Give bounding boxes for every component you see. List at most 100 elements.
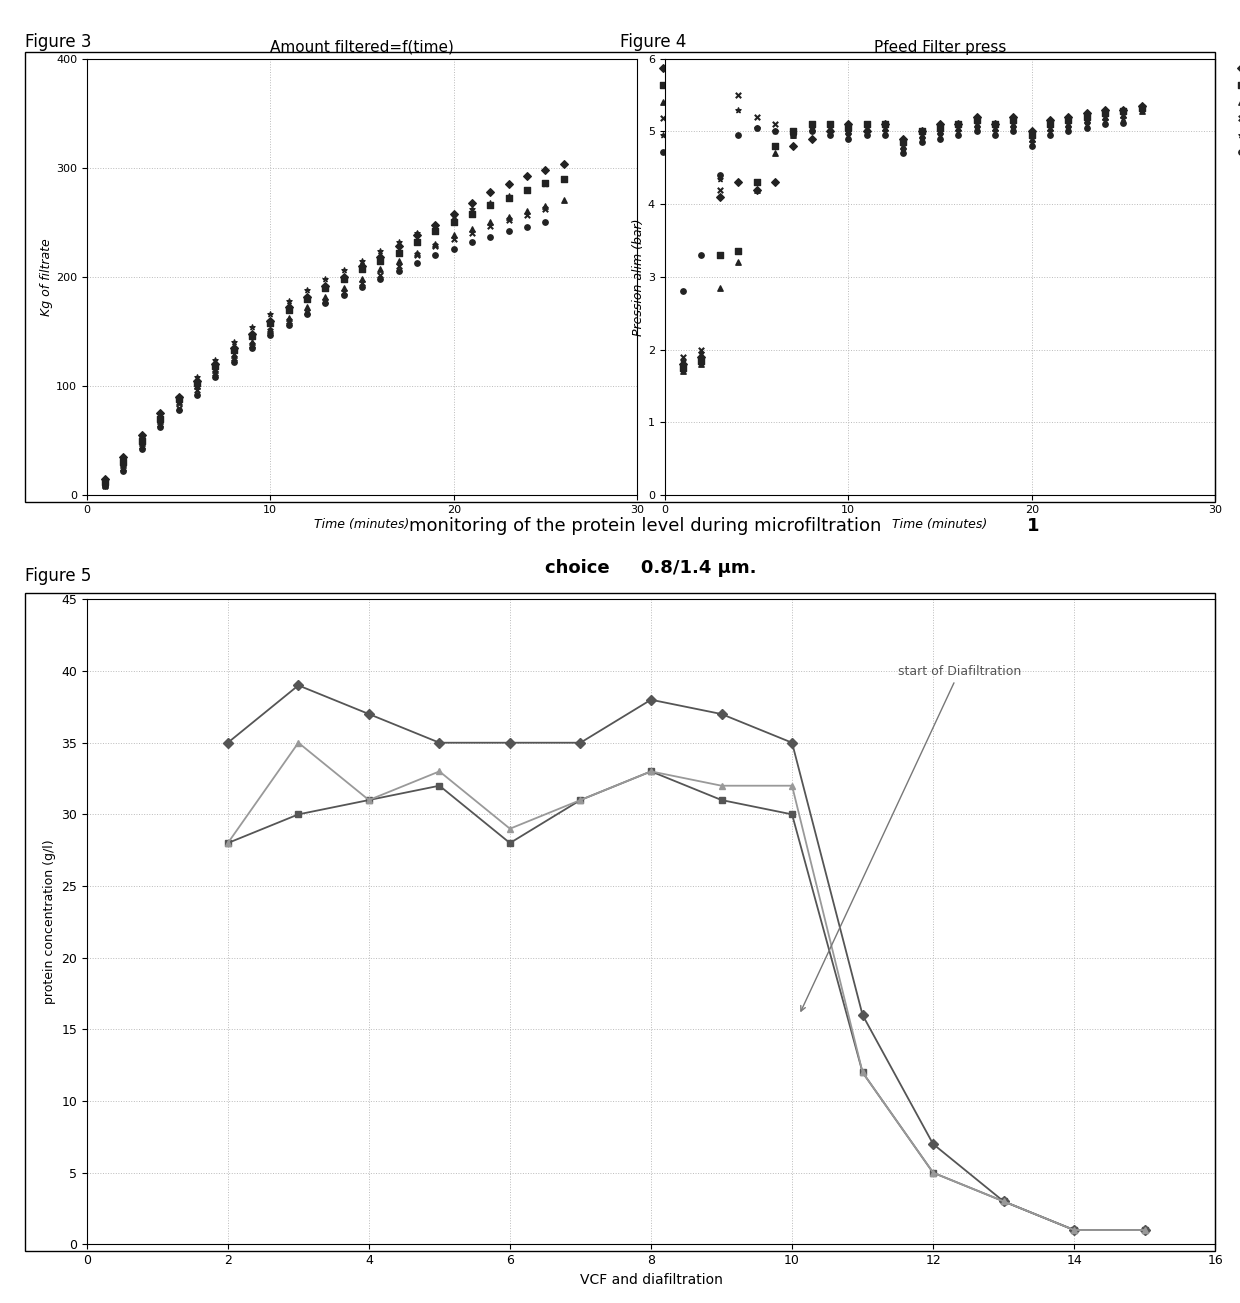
Point [425,233,445,254]
Point [985,117,1004,138]
Point [1040,113,1060,134]
Point [334,259,353,280]
Point [857,117,877,138]
Point [911,125,931,146]
Point [206,360,226,380]
Point [967,117,987,138]
Point [801,128,821,149]
Point [1132,100,1152,121]
Point [352,259,372,280]
Point [746,117,766,138]
Point [187,384,207,405]
Point [223,352,243,373]
Point [875,113,895,134]
Point [692,351,712,371]
Point [498,173,518,194]
Point [875,117,895,138]
Point [857,117,877,138]
Point [187,370,207,391]
Point [298,301,317,322]
Point [352,255,372,276]
Point [463,193,482,214]
Point [911,121,931,142]
Point [536,199,556,220]
Title: Amount filtered=f(time): Amount filtered=f(time) [270,39,454,55]
Y-axis label: Kg of filtrate: Kg of filtrate [40,238,53,315]
Point [279,310,299,331]
Point [1076,109,1096,130]
Point [709,245,729,266]
Point [481,193,501,214]
Point [949,113,968,134]
Point [315,293,335,314]
Text: 1: 1 [1027,517,1039,534]
Point [1114,99,1133,120]
Point [673,347,693,367]
Point [425,236,445,257]
Point [1040,121,1060,142]
Point [114,461,134,482]
Point [875,125,895,146]
Point [857,125,877,146]
Point [407,225,427,246]
Point [930,121,950,142]
Point [838,121,858,142]
Point [389,250,409,271]
Point [536,195,556,216]
Point [784,125,804,146]
Point [389,261,409,281]
Point [893,139,913,160]
Point [967,121,987,142]
Point [517,179,537,199]
Point [967,107,987,128]
Point [371,240,391,261]
Point [692,353,712,375]
Point [1076,113,1096,134]
Point [1132,98,1152,119]
Point [150,410,170,431]
Point [131,430,151,451]
X-axis label: Time (minutes): Time (minutes) [315,517,409,530]
Point [223,345,243,366]
Point [1114,108,1133,129]
Point [985,117,1004,138]
Point [1003,107,1023,128]
Point [169,387,188,408]
Point [131,435,151,456]
Point [498,188,518,208]
Point [746,117,766,138]
Point [692,245,712,266]
Point [1059,113,1079,134]
Point [820,121,839,142]
Point [498,206,518,227]
Point [765,136,785,156]
Point [673,357,693,378]
Point [352,268,372,289]
Point [517,179,537,199]
Point [949,125,968,146]
Point [169,397,188,418]
Point [260,324,280,345]
Point [1114,106,1133,126]
Point [709,168,729,189]
Point [407,223,427,244]
Point [967,113,987,134]
X-axis label: VCF and diafiltration: VCF and diafiltration [579,1273,723,1286]
Point [728,172,748,193]
Point [463,203,482,224]
Point [131,427,151,448]
Point [206,356,226,377]
Point [893,136,913,156]
Point [352,274,372,294]
Point [315,275,335,296]
Point [371,259,391,280]
Point [801,113,821,134]
Point [114,452,134,473]
Point [463,232,482,253]
Point [911,128,931,149]
Point [1095,99,1115,120]
Point [692,339,712,360]
Point [1095,109,1115,130]
Point [1095,107,1115,128]
Text: Figure 5: Figure 5 [25,567,92,585]
